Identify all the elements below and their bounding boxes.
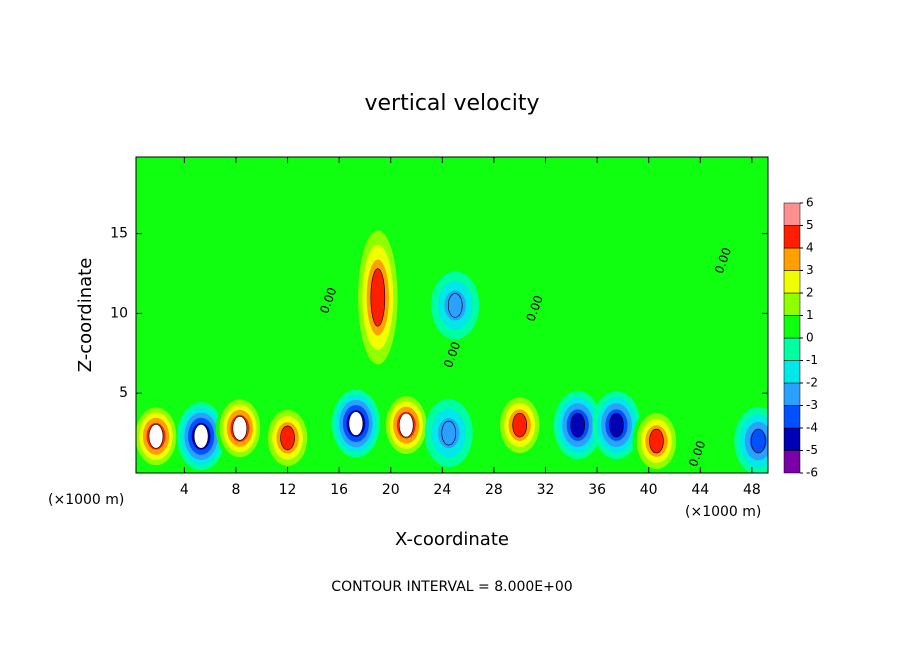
blob-core [751, 428, 766, 454]
blob-core [370, 268, 386, 327]
colorbar-tick-label: -2 [806, 376, 818, 390]
blob-core [232, 416, 248, 441]
plot-frame [135, 156, 769, 474]
field: 0.000.000.000.000.00 [136, 157, 768, 473]
y-tick-label: 5 [119, 385, 128, 401]
colorbar-tick-label: 4 [806, 241, 814, 255]
colorbar-band [783, 315, 801, 339]
colorbar-band [783, 270, 801, 294]
colorbar-tick-label: 6 [806, 196, 814, 210]
colorbar-tick-label: -5 [806, 443, 818, 457]
x-axis-label: X-coordinate [395, 529, 509, 550]
colorbar-tick-label: -4 [806, 421, 818, 435]
colorbar-band [783, 292, 801, 316]
blob-core [348, 411, 364, 436]
x-tick-label: 16 [330, 482, 348, 498]
colorbar-band [783, 337, 801, 361]
blob-core [447, 293, 463, 318]
x-tick-label: 36 [588, 482, 606, 498]
x-unit: (×1000 m) [685, 504, 761, 520]
colorbar-tick-label: 0 [806, 331, 814, 345]
colorbar-tick-label: 3 [806, 263, 814, 277]
colorbar-band [783, 405, 801, 429]
colorbar-band [783, 247, 801, 271]
x-tick-label: 12 [279, 482, 297, 498]
blob-core [512, 412, 528, 438]
colorbar-tick-label: -3 [806, 398, 818, 412]
colorbar-tick-label: -6 [806, 466, 818, 480]
x-tick-label: 44 [691, 482, 709, 498]
blob-core [570, 412, 586, 438]
colorbar-tick-label: 5 [806, 218, 814, 232]
x-tick-label: 4 [180, 482, 189, 498]
blob-core [649, 428, 664, 454]
x-tick-label: 20 [382, 482, 400, 498]
x-tick-label: 48 [743, 482, 761, 498]
blob-core [398, 412, 414, 438]
blob-core [609, 412, 624, 438]
blob-core [280, 425, 295, 451]
colorbar-band [783, 225, 801, 249]
y-tick-label: 15 [110, 226, 128, 242]
colorbar-band [783, 427, 801, 451]
blob-core [441, 420, 457, 446]
y-tick-label: 10 [110, 305, 128, 321]
footer-note: CONTOUR INTERVAL = 8.000E+00 [331, 579, 572, 595]
colorbar-band [783, 382, 801, 406]
colorbar-band [783, 450, 801, 474]
colorbar-tick-label: 1 [806, 308, 814, 322]
y-axis-label: Z-coordinate [75, 258, 96, 373]
colorbar-band [783, 360, 801, 384]
x-tick-label: 32 [537, 482, 555, 498]
colorbar-tick-label: -1 [806, 353, 818, 367]
x-tick-label: 24 [433, 482, 451, 498]
x-unit: (×1000 m) [48, 492, 124, 508]
chart-title: vertical velocity [364, 91, 539, 116]
colorbar-tick-label: 2 [806, 286, 814, 300]
blob-core [148, 423, 164, 449]
x-tick-label: 40 [640, 482, 658, 498]
blob-core [193, 423, 209, 449]
x-tick-label: 28 [485, 482, 503, 498]
x-tick-label: 8 [231, 482, 240, 498]
colorbar-band [783, 202, 801, 226]
